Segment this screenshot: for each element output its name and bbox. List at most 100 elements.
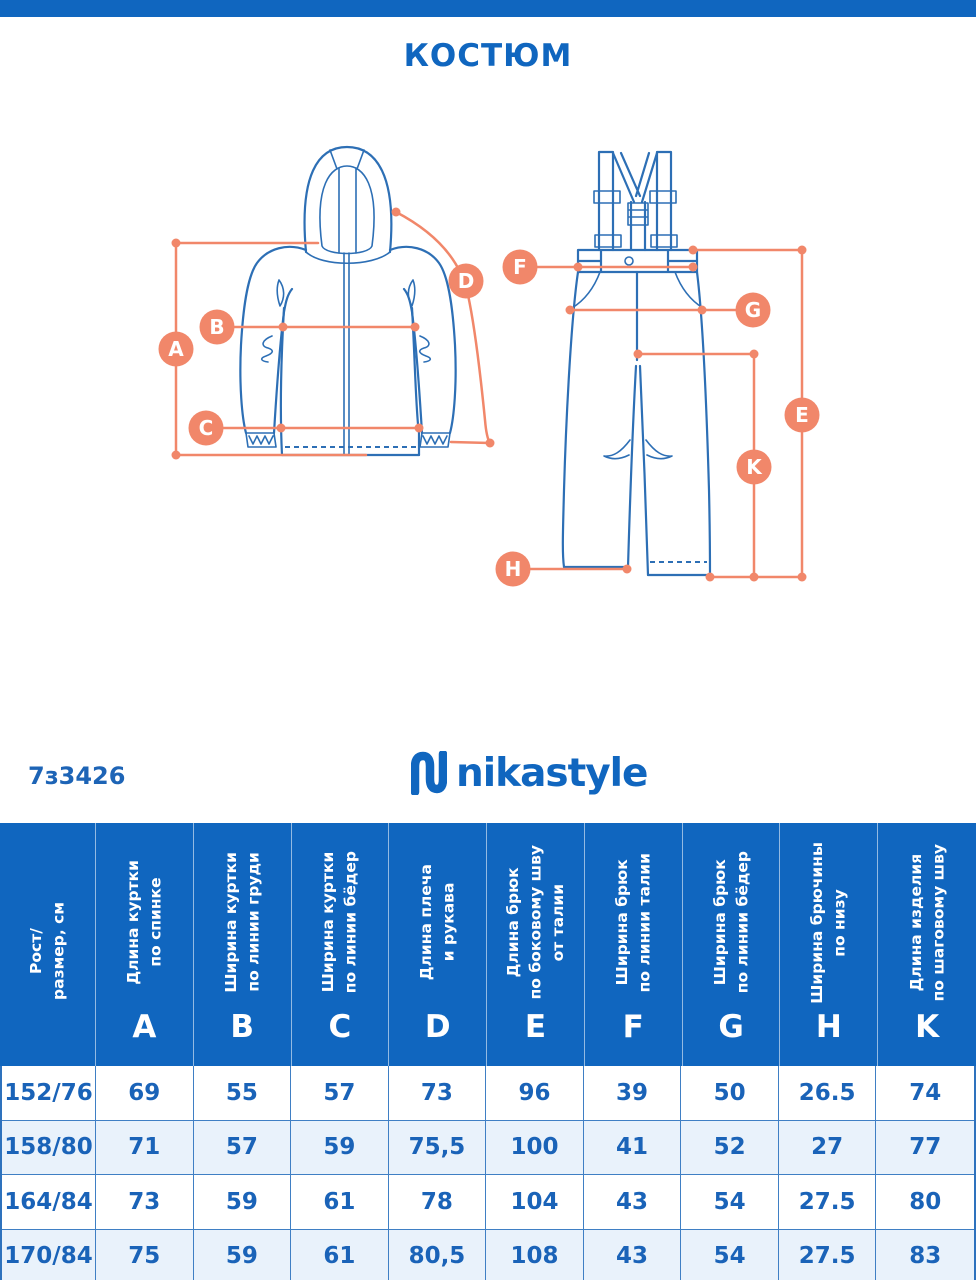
size-table: Рост/ размер, см Длина куртки по спинке A… <box>0 823 976 1280</box>
measure-label-k: K <box>736 449 772 485</box>
pants-hems <box>562 565 712 577</box>
header-col-d: Длина плеча и рукава D <box>389 823 488 1066</box>
jacket-hood-face-opening <box>319 165 375 255</box>
header-label-wrap: Длина брюк по боковому шву от талии <box>487 835 584 1010</box>
table-row: 164/84 73 59 61 78 104 43 54 27.5 80 <box>2 1175 974 1230</box>
pants-pocket-curves <box>571 271 704 309</box>
value-cell: 27 <box>779 1120 877 1174</box>
header-letter: H <box>815 1009 842 1045</box>
header-label-wrap: Длина куртки по спинке <box>96 835 193 1010</box>
table-row: 158/80 71 57 59 75,5 100 41 52 27 77 <box>2 1120 974 1175</box>
measure-label-a: A <box>158 331 194 367</box>
svg-text:K: K <box>746 455 763 479</box>
header-label-wrap: Ширина куртки по линии бёдер <box>292 835 389 1010</box>
measure-label-g: G <box>735 292 771 328</box>
header-col-h: Ширина брючины по низу H <box>780 823 879 1066</box>
value-cell: 59 <box>291 1120 389 1174</box>
value-cell: 54 <box>681 1175 779 1229</box>
measure-label-c: C <box>188 410 224 446</box>
table-row: 152/76 69 55 57 73 96 39 50 26.5 74 <box>2 1066 974 1121</box>
top-accent-bar <box>0 0 976 17</box>
value-cell: 78 <box>389 1175 487 1229</box>
header-col-g: Ширина брюк по линии бёдер G <box>683 823 781 1066</box>
svg-text:A: A <box>168 337 184 361</box>
value-cell: 75 <box>96 1229 194 1280</box>
value-cell: 57 <box>291 1066 389 1120</box>
svg-text:G: G <box>745 298 761 322</box>
header-col-f: Ширина брюк по линии талии F <box>585 823 683 1066</box>
svg-text:C: C <box>199 416 214 440</box>
value-cell: 108 <box>486 1229 584 1280</box>
jacket-chest-slits <box>276 279 416 307</box>
measure-line-d <box>394 210 492 445</box>
measure-label-f: F <box>502 249 538 285</box>
value-cell: 75,5 <box>389 1120 487 1174</box>
header-label: Ширина куртки по линии груди <box>221 852 263 993</box>
jacket-zipper <box>343 252 350 456</box>
value-cell: 104 <box>486 1175 584 1229</box>
jacket-left-cuff <box>245 432 277 448</box>
value-cell: 50 <box>681 1066 779 1120</box>
header-col-k: Длина изделия по шаговому шву K <box>878 823 976 1066</box>
header-label-wrap: Длина плеча и рукава <box>389 835 486 1010</box>
value-cell: 27.5 <box>779 1175 877 1229</box>
pants-drawing <box>561 150 712 577</box>
table-row: 170/84 75 59 61 80,5 108 43 54 27.5 83 <box>2 1229 974 1280</box>
measure-label-b: B <box>199 309 235 345</box>
svg-text:D: D <box>458 269 475 293</box>
value-cell: 96 <box>486 1066 584 1120</box>
svg-text:B: B <box>209 315 224 339</box>
value-cell: 77 <box>909 1134 942 1161</box>
value-cell: 80,5 <box>389 1229 487 1280</box>
value-cell: 74 <box>909 1079 942 1106</box>
header-label-wrap: Длина изделия по шаговому шву <box>878 835 976 1010</box>
jacket-right-cuff <box>419 432 451 448</box>
header-label: Длина изделия по шаговому шву <box>906 843 948 1002</box>
header-col-c: Ширина куртки по линии бёдер C <box>292 823 390 1066</box>
value-cell: 83 <box>909 1243 942 1270</box>
value-cell: 57 <box>194 1120 292 1174</box>
size-cell: 158/80 <box>2 1120 96 1174</box>
header-label: Ширина куртки по линии бёдер <box>319 851 360 994</box>
value-cell: 26.5 <box>779 1066 877 1120</box>
pants-knee-squiggles <box>603 439 673 460</box>
jacket-drawing <box>239 145 457 457</box>
pants-left-outer <box>561 270 580 569</box>
pants-button <box>624 256 634 266</box>
brand-logo: nikastyle <box>411 748 648 798</box>
pants-left-strap <box>597 150 615 252</box>
measure-label-d: D <box>448 263 484 299</box>
value-cell: 69 <box>96 1066 194 1120</box>
value-cell: 43 <box>584 1229 682 1280</box>
header-letter: F <box>622 1009 644 1045</box>
size-cell: 152/76 <box>2 1066 96 1120</box>
jacket-hood-outline <box>303 145 393 254</box>
value-cell: 43 <box>584 1175 682 1229</box>
header-size-label: Рост/ размер, см <box>27 901 68 1000</box>
value-cell: 73 <box>389 1066 487 1120</box>
value-cell: 73 <box>96 1175 194 1229</box>
header-label: Длина брюк по боковому шву от талии <box>503 845 567 1000</box>
header-letter: B <box>230 1009 254 1045</box>
page-title: КОСТЮМ <box>403 38 573 74</box>
value-cell: 61 <box>291 1175 389 1229</box>
pants-right-outer <box>695 270 712 577</box>
jacket-hood-panel-lines <box>329 149 365 254</box>
header-label: Длина плеча и рукава <box>417 864 458 981</box>
header-label: Длина куртки по спинке <box>123 860 165 985</box>
nikastyle-logo-icon <box>411 751 447 795</box>
value-cell: 100 <box>486 1120 584 1174</box>
value-cell: 52 <box>681 1120 779 1174</box>
header-letter: G <box>718 1009 744 1045</box>
pants-right-strap <box>655 150 673 252</box>
jacket-pocket-squiggles <box>260 335 432 363</box>
header-label: Ширина брюк по линии талии <box>612 852 654 993</box>
table-header-row: Рост/ размер, см Длина куртки по спинке A… <box>0 823 976 1066</box>
jacket-measurements: A B C D <box>158 207 495 460</box>
measure-label-e: E <box>784 397 820 433</box>
value-cell: 54 <box>681 1229 779 1280</box>
pants-strap-v <box>611 151 659 204</box>
pants-waistband <box>576 248 699 274</box>
header-letter: K <box>915 1009 940 1045</box>
value-cell: 61 <box>291 1229 389 1280</box>
